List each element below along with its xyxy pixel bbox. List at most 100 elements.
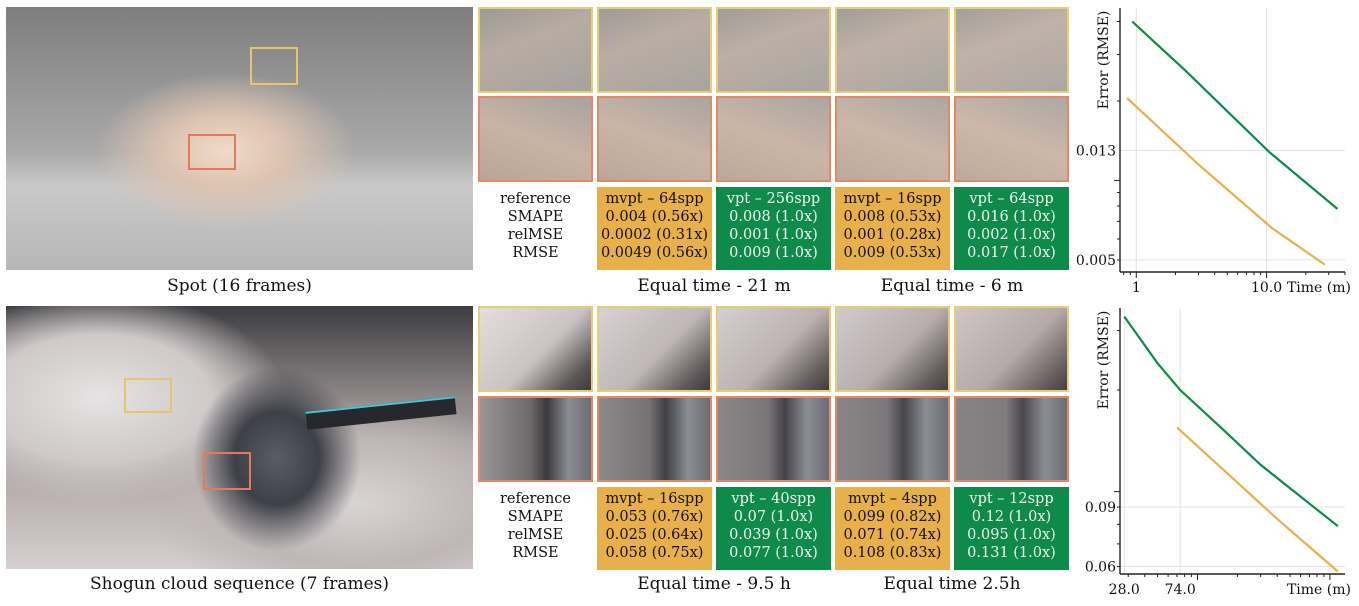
shogun-crop-red-mvpt-4 (835, 396, 950, 482)
relmse-value: 0.002 (1.0x) (967, 227, 1056, 243)
rmse-value: 0.131 (1.0x) (967, 545, 1056, 561)
metric-label-rmse: RMSE (512, 245, 559, 261)
method-title: mvpt – 16spp (605, 491, 704, 507)
relmse-value: 0.039 (1.0x) (729, 527, 818, 543)
shogun-stats-mvpt-4: mvpt – 4spp 0.099 (0.82x) 0.071 (0.74x) … (835, 487, 950, 570)
crop-marker-red (188, 134, 236, 170)
metric-label-rmse: RMSE (512, 545, 559, 561)
shogun-equal-time-1: Equal time - 9.5 h (637, 574, 791, 594)
method-title: vpt – 64spp (969, 191, 1054, 207)
shogun-crop-red-mvpt-16 (597, 396, 712, 482)
spot-stats-vpt-64: vpt – 64spp 0.016 (1.0x) 0.002 (1.0x) 0.… (954, 187, 1069, 270)
spot-stats-mvpt-16: mvpt – 16spp 0.008 (0.53x) 0.001 (0.28x)… (835, 187, 950, 270)
robot-gun (305, 396, 457, 430)
series-line-vpt (1131, 20, 1339, 210)
metric-label-smape: SMAPE (507, 509, 564, 525)
method-title: mvpt – 16spp (843, 191, 942, 207)
spot-caption: Spot (16 frames) (167, 276, 312, 296)
spot-metric-labels: reference SMAPE relMSE RMSE (478, 187, 593, 270)
crop-marker-red (203, 452, 251, 490)
spot-equal-time-2: Equal time - 6 m (880, 276, 1024, 296)
method-title: vpt – 12spp (969, 491, 1054, 507)
spot-crop-yellow-vpt-256 (716, 7, 831, 93)
rmse-value: 0.009 (0.53x) (843, 245, 942, 261)
rmse-value: 0.077 (1.0x) (729, 545, 818, 561)
spot-error-chart: 1 10.0 0.013 0.005 Time (m) Error (RMSE) (1076, 8, 1351, 296)
relmse-value: 0.001 (1.0x) (729, 227, 818, 243)
series-line-vpt (1123, 315, 1339, 528)
metric-label-reference: reference (499, 491, 571, 507)
series-line-mvpt (1126, 97, 1326, 266)
shogun-crop-yellow-reference (478, 306, 593, 392)
method-title: mvpt – 64spp (605, 191, 704, 207)
method-title: vpt – 40spp (731, 491, 816, 507)
method-title: vpt – 256spp (726, 191, 821, 207)
spot-crop-red-reference (478, 96, 593, 182)
shogun-crop-yellow-mvpt-16 (597, 306, 712, 392)
relmse-value: 0.0002 (0.31x) (600, 227, 709, 243)
y-tick-label: 0.013 (1076, 143, 1116, 159)
y-axis-label: Error (RMSE) (1096, 311, 1112, 410)
shogun-crop-red-vpt-12 (954, 396, 1069, 482)
spot-stats-vpt-256: vpt – 256spp 0.008 (1.0x) 0.001 (1.0x) 0… (716, 187, 831, 270)
shogun-stats-mvpt-16: mvpt – 16spp 0.053 (0.76x) 0.025 (0.64x)… (597, 487, 712, 570)
spot-crop-red-vpt-64 (954, 96, 1069, 182)
smape-value: 0.07 (1.0x) (733, 509, 814, 525)
relmse-value: 0.095 (1.0x) (967, 527, 1056, 543)
shogun-stats-vpt-40: vpt – 40spp 0.07 (1.0x) 0.039 (1.0x) 0.0… (716, 487, 831, 570)
shogun-error-chart: 28.0 74.0 0.09 0.06 Time (m) Error (RMSE) (1085, 308, 1351, 598)
shogun-metric-labels: reference SMAPE relMSE RMSE (478, 487, 593, 570)
x-tick-label: 10.0 (1251, 280, 1282, 296)
spot-crop-red-mvpt-16 (835, 96, 950, 182)
rmse-value: 0.058 (0.75x) (605, 545, 704, 561)
smape-value: 0.008 (1.0x) (729, 209, 818, 225)
rmse-value: 0.017 (1.0x) (967, 245, 1056, 261)
smape-value: 0.053 (0.76x) (605, 509, 704, 525)
x-axis-label: Time (m) (1287, 280, 1351, 296)
metric-label-reference: reference (499, 191, 571, 207)
relmse-value: 0.001 (0.28x) (843, 227, 942, 243)
smape-value: 0.099 (0.82x) (843, 509, 942, 525)
relmse-value: 0.025 (0.64x) (605, 527, 704, 543)
shogun-equal-time-2: Equal time 2.5h (883, 574, 1021, 594)
smape-value: 0.008 (0.53x) (843, 209, 942, 225)
spot-equal-time-1: Equal time - 21 m (637, 276, 791, 296)
spot-crop-yellow-reference (478, 7, 593, 93)
spot-crop-red-vpt-256 (716, 96, 831, 182)
spot-crop-yellow-vpt-64 (954, 7, 1069, 93)
shogun-crop-yellow-mvpt-4 (835, 306, 950, 392)
x-tick-label: 1 (1132, 280, 1141, 296)
series-line-mvpt (1176, 426, 1339, 573)
spot-crop-red-mvpt-64 (597, 96, 712, 182)
method-title: mvpt – 4spp (848, 491, 937, 507)
shogun-crop-red-vpt-40 (716, 396, 831, 482)
shogun-caption: Shogun cloud sequence (7 frames) (90, 574, 389, 594)
shogun-crop-yellow-vpt-40 (716, 306, 831, 392)
smape-value: 0.016 (1.0x) (967, 209, 1056, 225)
smape-value: 0.12 (1.0x) (971, 509, 1052, 525)
shogun-stats-vpt-12: vpt – 12spp 0.12 (1.0x) 0.095 (1.0x) 0.1… (954, 487, 1069, 570)
crop-marker-yellow (124, 378, 172, 413)
spot-crop-yellow-mvpt-64 (597, 7, 712, 93)
y-tick-label: 0.06 (1085, 559, 1116, 575)
spot-crop-yellow-mvpt-16 (835, 7, 950, 93)
crop-marker-yellow (250, 47, 298, 85)
smape-value: 0.004 (0.56x) (605, 209, 704, 225)
metric-label-relmse: relMSE (507, 527, 564, 543)
y-tick-label: 0.09 (1085, 500, 1116, 516)
shogun-crop-red-reference (478, 396, 593, 482)
y-axis-label: Error (RMSE) (1096, 11, 1112, 110)
x-tick-label: 74.0 (1165, 582, 1196, 598)
shogun-crop-yellow-vpt-12 (954, 306, 1069, 392)
x-axis-label: Time (m) (1287, 582, 1351, 598)
relmse-value: 0.071 (0.74x) (843, 527, 942, 543)
metric-label-smape: SMAPE (507, 209, 564, 225)
metric-label-relmse: relMSE (507, 227, 564, 243)
x-tick-label: 28.0 (1109, 582, 1140, 598)
rmse-value: 0.009 (1.0x) (729, 245, 818, 261)
y-tick-label: 0.005 (1076, 253, 1116, 269)
rmse-value: 0.0049 (0.56x) (600, 245, 709, 261)
spot-render (6, 7, 473, 270)
spot-stats-mvpt-64: mvpt – 64spp 0.004 (0.56x) 0.0002 (0.31x… (597, 187, 712, 270)
shogun-render (6, 306, 473, 569)
